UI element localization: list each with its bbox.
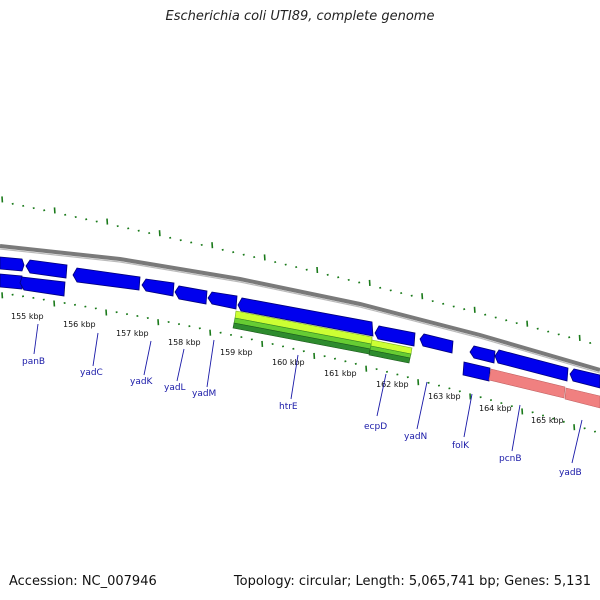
gene-arrow[interactable] — [237, 297, 374, 337]
gene-arrow[interactable] — [462, 361, 491, 382]
kbp-tick-label: 157 kbp — [116, 329, 149, 338]
reverse-genes — [0, 273, 491, 382]
kbp-tick-label: 156 kbp — [63, 320, 96, 329]
leader-line — [376, 373, 387, 417]
gene-arrow[interactable] — [19, 276, 66, 297]
forward-genes — [0, 256, 600, 389]
leader-line — [416, 381, 428, 430]
gene-labels: panB yadC yadK yadL yadM htrE ecpD yadN … — [22, 357, 582, 478]
leader-line — [571, 419, 583, 464]
rrna-features — [488, 368, 600, 409]
gene-arrow[interactable] — [569, 368, 600, 389]
gene-arrow[interactable] — [141, 278, 175, 297]
gene-arrow[interactable] — [174, 285, 208, 305]
gene-arrow[interactable] — [494, 349, 569, 382]
gene-label[interactable]: pcnB — [499, 454, 522, 464]
leader-line — [511, 404, 521, 452]
rrna-feature-band[interactable] — [488, 368, 566, 399]
kbp-tick-label: 163 kbp — [428, 392, 461, 401]
topology-text: Topology: circular; Length: 5,065,741 bp… — [233, 574, 591, 589]
rna-features — [232, 310, 413, 364]
map-title: Escherichia coli UTI89, complete genome — [165, 9, 435, 24]
gene-label[interactable]: htrE — [279, 402, 298, 412]
genome-backbone — [0, 244, 600, 372]
leader-line — [206, 339, 215, 388]
rna-feature-band[interactable] — [368, 349, 411, 364]
kbp-tick-label: 165 kbp — [531, 416, 564, 425]
leader-line — [143, 340, 152, 376]
gene-label-leaders — [33, 323, 583, 464]
kbp-tick-label: 158 kbp — [168, 338, 201, 347]
kbp-tick-label: 164 kbp — [479, 404, 512, 413]
leader-line — [290, 354, 299, 400]
gene-arrow[interactable] — [0, 273, 23, 290]
kbp-tick-label: 159 kbp — [220, 348, 253, 357]
kbp-tick-labels: 155 kbp 156 kbp 157 kbp 158 kbp 159 kbp … — [11, 312, 564, 425]
outer-tick-ring — [1, 196, 592, 345]
kbp-tick-label: 161 kbp — [324, 369, 357, 378]
gene-label[interactable]: yadC — [80, 368, 103, 378]
gene-label[interactable]: panB — [22, 357, 45, 367]
gene-arrow[interactable] — [25, 259, 68, 279]
gene-arrow[interactable] — [0, 256, 25, 272]
kbp-tick-label: 160 kbp — [272, 358, 305, 367]
genome-backbone-highlight — [0, 248, 600, 374]
gene-label[interactable]: yadM — [192, 389, 216, 399]
leader-line — [33, 323, 39, 355]
rrna-feature-band[interactable] — [564, 387, 600, 409]
gene-label[interactable]: folK — [452, 441, 470, 451]
gene-arrow[interactable] — [207, 291, 238, 310]
gene-arrow[interactable] — [72, 267, 141, 291]
leader-line — [176, 348, 185, 382]
leader-line — [463, 393, 473, 438]
gene-label[interactable]: yadK — [130, 377, 154, 387]
gene-arrow[interactable] — [374, 325, 416, 347]
gene-label[interactable]: yadB — [559, 468, 582, 478]
gene-arrow[interactable] — [469, 345, 496, 364]
gene-label[interactable]: yadN — [404, 432, 427, 442]
inner-tick-ring — [1, 292, 597, 433]
accession-text: Accession: NC_007946 — [9, 574, 157, 589]
kbp-tick-label: 155 kbp — [11, 312, 44, 321]
gene-label[interactable]: yadL — [164, 383, 186, 393]
leader-line — [92, 332, 99, 367]
gene-arrow[interactable] — [419, 333, 454, 354]
kbp-tick-label: 162 kbp — [376, 380, 409, 389]
gene-label[interactable]: ecpD — [364, 422, 387, 432]
